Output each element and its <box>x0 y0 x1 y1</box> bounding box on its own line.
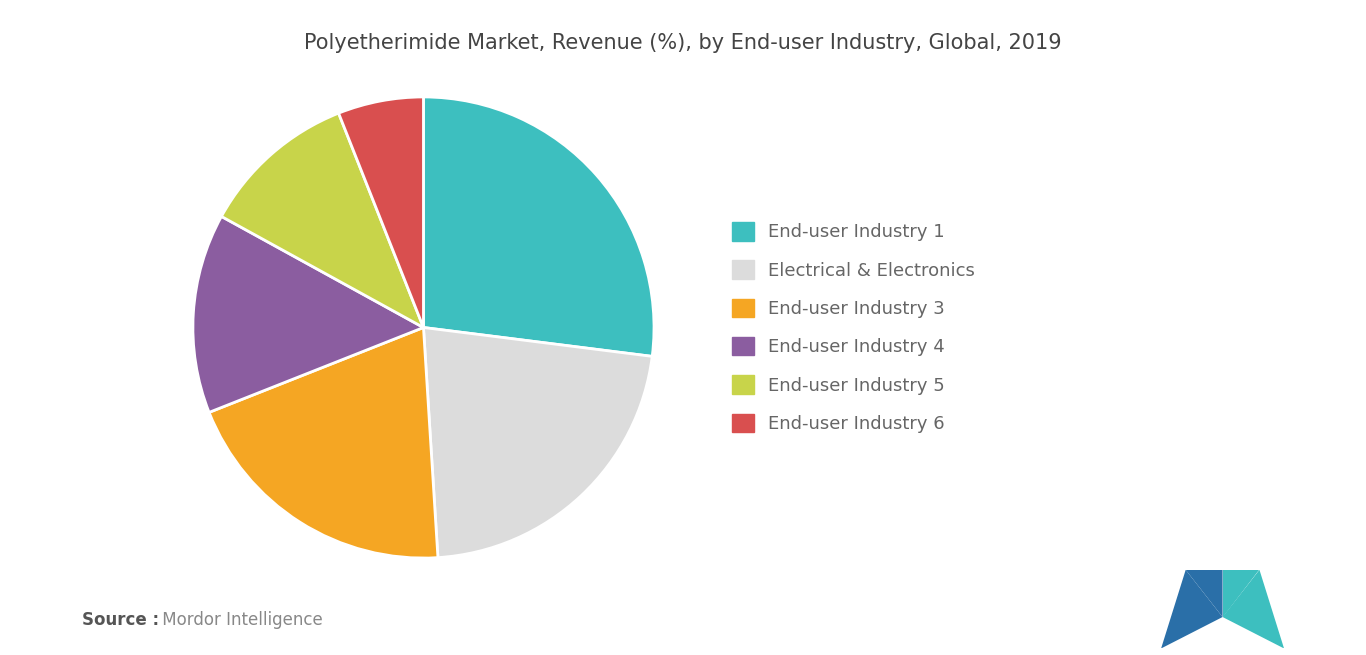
Polygon shape <box>1223 570 1284 648</box>
Text: Source :: Source : <box>82 611 158 629</box>
Legend: End-user Industry 1, Electrical & Electronics, End-user Industry 3, End-user Ind: End-user Industry 1, Electrical & Electr… <box>732 222 975 433</box>
Wedge shape <box>221 113 423 328</box>
Wedge shape <box>339 97 423 328</box>
Wedge shape <box>423 328 652 557</box>
Polygon shape <box>1186 570 1223 617</box>
Polygon shape <box>1223 570 1259 617</box>
Text: Polyetherimide Market, Revenue (%), by End-user Industry, Global, 2019: Polyetherimide Market, Revenue (%), by E… <box>305 33 1061 53</box>
Text: Mordor Intelligence: Mordor Intelligence <box>157 611 322 629</box>
Polygon shape <box>1161 570 1223 648</box>
Wedge shape <box>423 97 654 356</box>
Wedge shape <box>209 328 438 558</box>
Wedge shape <box>193 216 423 413</box>
